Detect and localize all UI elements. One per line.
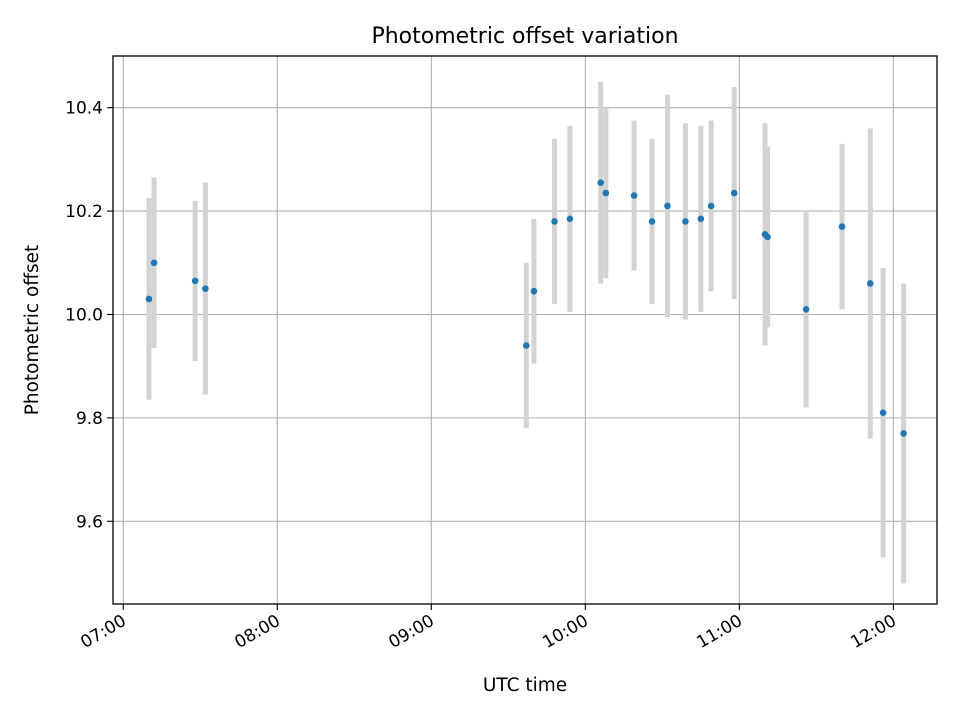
y-axis-label: Photometric offset — [22, 245, 43, 416]
y-tick-label: 10.2 — [65, 202, 103, 222]
data-point — [648, 218, 656, 225]
data-point — [838, 223, 846, 230]
data-point — [602, 189, 610, 197]
data-points — [145, 179, 907, 437]
data-point — [866, 280, 874, 287]
chart-title: Photometric offset variation — [371, 24, 678, 49]
y-axis-ticks: 9.6 9.8 10.0 10.2 10.4 — [65, 99, 113, 532]
y-tick-label: 10.4 — [65, 99, 103, 119]
y-tick-label: 10.0 — [65, 305, 103, 325]
data-point — [551, 218, 558, 225]
y-tick-label: 9.6 — [76, 512, 103, 532]
data-point — [802, 306, 810, 313]
data-point — [664, 202, 671, 210]
plot-frame — [112, 55, 938, 605]
data-point — [530, 287, 538, 295]
data-point — [145, 295, 153, 303]
data-point — [900, 430, 907, 437]
data-point — [730, 189, 738, 197]
grid-lines — [113, 56, 937, 604]
data-point — [764, 233, 771, 241]
data-point — [597, 179, 605, 186]
data-point — [191, 277, 199, 285]
y-tick-label: 9.8 — [76, 409, 103, 429]
data-point — [202, 285, 209, 292]
x-axis-label: UTC time — [483, 675, 567, 696]
data-point — [682, 218, 689, 225]
data-point — [522, 342, 530, 349]
data-point — [630, 192, 638, 199]
data-point — [150, 259, 158, 267]
data-point — [707, 202, 715, 210]
data-point — [566, 215, 574, 223]
data-point — [879, 409, 887, 417]
data-point — [697, 215, 705, 223]
